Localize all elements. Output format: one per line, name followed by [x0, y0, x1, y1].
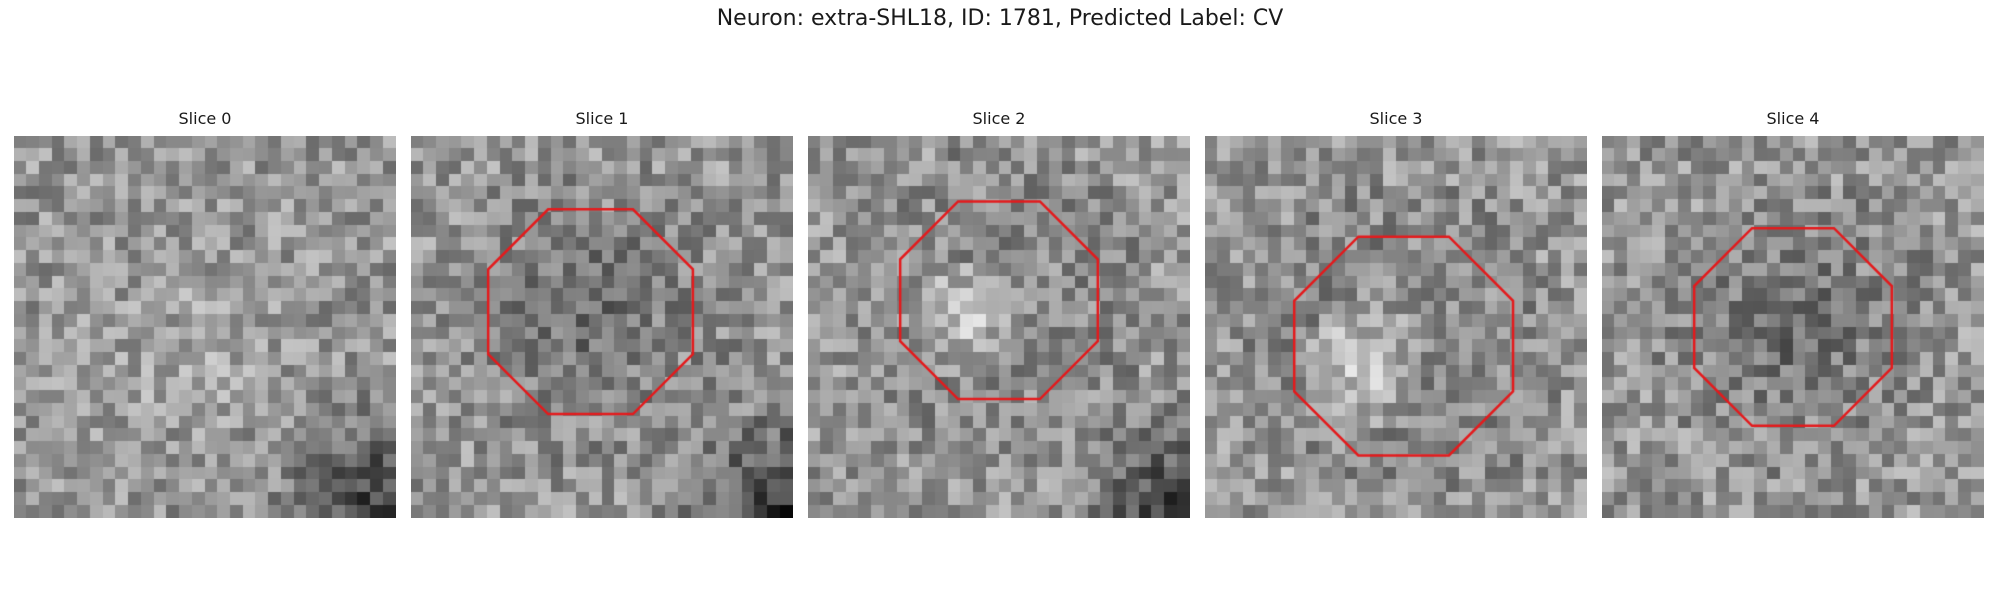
- slice-panel-2: Slice 2: [808, 108, 1190, 518]
- slice-image-2: [808, 136, 1190, 518]
- figure-title: Neuron: extra-SHL18, ID: 1781, Predicted…: [716, 6, 1284, 31]
- slice-title-1: Slice 1: [575, 109, 629, 128]
- slice-title-2: Slice 2: [972, 109, 1026, 128]
- slice-image-0: [14, 136, 396, 518]
- slice-panel-3: Slice 3: [1205, 108, 1587, 518]
- slice-title-4: Slice 4: [1766, 109, 1820, 128]
- slice-panel-1: Slice 1: [411, 108, 793, 518]
- slice-image-4: [1602, 136, 1984, 518]
- slice-panel-4: Slice 4: [1602, 108, 1984, 518]
- slice-title-0: Slice 0: [178, 109, 232, 128]
- slice-panel-0: Slice 0: [14, 108, 396, 518]
- slice-image-1: [411, 136, 793, 518]
- slice-image-3: [1205, 136, 1587, 518]
- slice-title-3: Slice 3: [1369, 109, 1423, 128]
